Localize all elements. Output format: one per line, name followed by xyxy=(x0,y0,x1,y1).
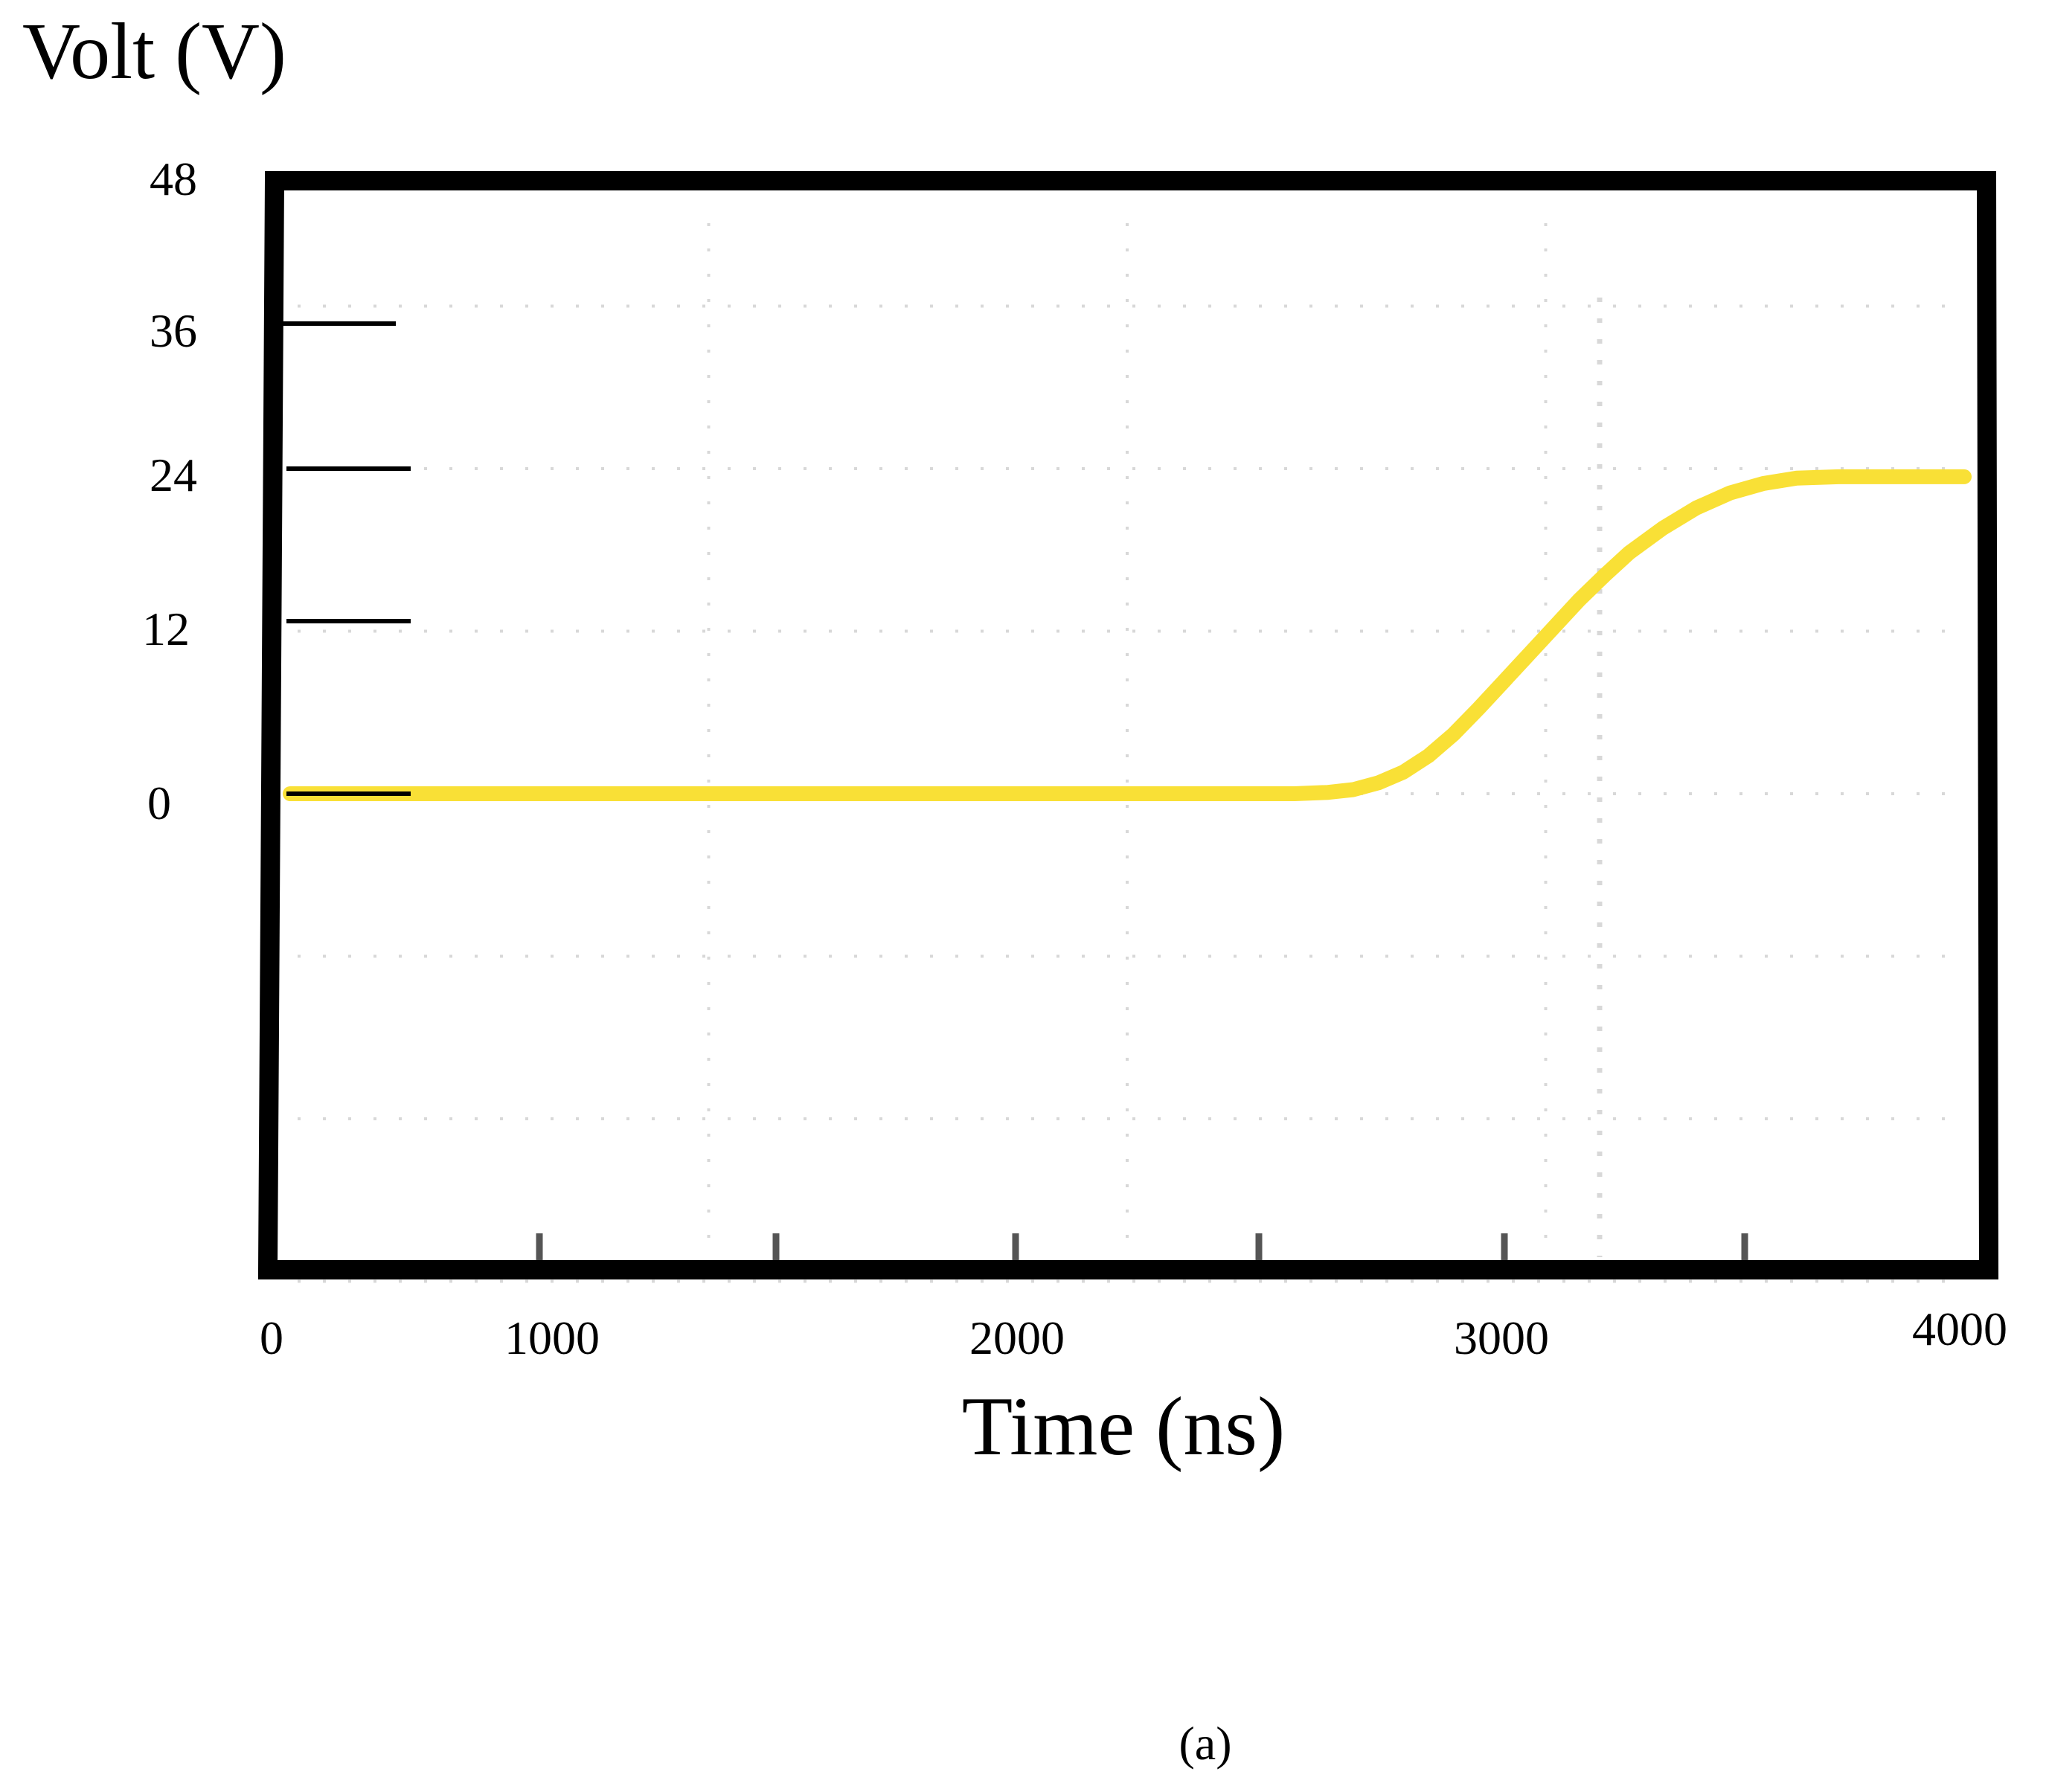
y-tick-label-24: 24 xyxy=(150,449,197,501)
grid xyxy=(298,223,1957,1283)
x-tick-label-0: 0 xyxy=(260,1311,283,1364)
x-tick-label-1000: 1000 xyxy=(504,1311,600,1364)
series-line-voltage xyxy=(283,469,1972,801)
x-tick-label-2000: 2000 xyxy=(969,1311,1065,1364)
y-axis-title: Volt (V) xyxy=(22,7,286,96)
y-tick-label-48: 48 xyxy=(150,152,197,205)
y-tick-label-12: 12 xyxy=(142,603,190,655)
y-tick-label-0: 0 xyxy=(147,777,171,829)
figure-caption: (a) xyxy=(1179,1717,1231,1770)
x-tick-label-3000: 3000 xyxy=(1454,1311,1549,1364)
y-tick-label-36: 36 xyxy=(150,304,197,357)
x-tick-label-4000: 4000 xyxy=(1912,1303,2007,1355)
x-axis-title: Time (ns) xyxy=(962,1381,1286,1473)
plot-frame xyxy=(257,171,1999,1279)
